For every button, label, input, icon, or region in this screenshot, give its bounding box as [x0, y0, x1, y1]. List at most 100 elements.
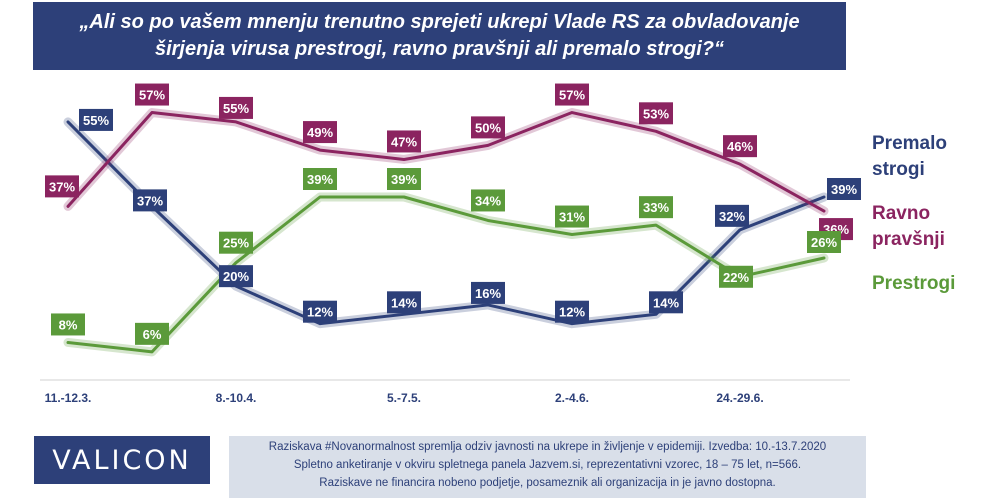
- data-label-box: [303, 121, 337, 144]
- data-label-ravno-pravsnji: 37%: [45, 175, 79, 198]
- data-label-box: [639, 102, 673, 125]
- x-tick-label: 11.-12.3.: [45, 391, 92, 405]
- data-label-box: [51, 313, 85, 336]
- data-label-premalo-strogi: 32%: [715, 204, 749, 227]
- chart-title: „Ali so po vašem mnenju trenutno sprejet…: [79, 11, 800, 60]
- data-label-text: 57%: [139, 88, 165, 103]
- data-label-premalo-strogi: 16%: [471, 281, 505, 304]
- x-tick-label: 5.-7.5.: [387, 391, 421, 405]
- data-label-box: [639, 196, 673, 219]
- data-label-text: 37%: [137, 193, 163, 208]
- data-label-prestrogi: 33%: [639, 196, 673, 219]
- data-label-premalo-strogi: 20%: [219, 265, 253, 288]
- data-label-box: [219, 231, 253, 254]
- data-label-box: [723, 135, 757, 158]
- data-label-text: 22%: [723, 270, 749, 285]
- series-glow-ravno-pravsnji: [63, 108, 829, 216]
- data-label-ravno-pravsnji: 46%: [723, 135, 757, 158]
- data-label-box: [135, 322, 169, 345]
- data-label-text: 33%: [643, 200, 669, 215]
- data-label-text: 31%: [559, 210, 585, 225]
- data-label-box: [471, 281, 505, 304]
- data-label-text: 55%: [223, 101, 249, 116]
- data-label-premalo-strogi: 39%: [827, 178, 861, 200]
- data-label-text: 14%: [391, 295, 417, 310]
- data-label-text: 39%: [391, 172, 417, 187]
- data-label-premalo-strogi: 55%: [79, 108, 113, 131]
- data-label-text: 32%: [719, 209, 745, 224]
- data-label-prestrogi: 39%: [387, 168, 421, 190]
- x-tick-label: 24.-29.6.: [716, 391, 763, 405]
- data-label-prestrogi: 22%: [719, 265, 753, 288]
- data-label-text: 6%: [143, 327, 162, 342]
- data-label-box: [219, 96, 253, 119]
- data-label-box: [555, 83, 589, 106]
- data-label-box: [303, 300, 337, 323]
- data-label-text: 47%: [391, 134, 417, 149]
- valicon-logo: VALICON: [34, 436, 210, 484]
- legend-premalo-strogi: Premalo strogi: [872, 133, 947, 180]
- line-chart: 11.-12.3. 8.-10.4. 5.-7.5. 2.-4.6. 24.-29.6.…: [40, 83, 861, 405]
- chart-title-bar: „Ali so po vašem mnenju trenutno sprejet…: [33, 2, 846, 70]
- note-line-2: Spletno anketiranje v okviru spletnega p…: [293, 459, 802, 471]
- data-label-text: 20%: [223, 269, 249, 284]
- data-label-box: [135, 83, 169, 106]
- survey-note: Raziskava #Novanormalnost spremlja odziv…: [229, 436, 866, 498]
- data-label-text: 57%: [559, 88, 585, 103]
- data-label-box: [387, 291, 421, 314]
- data-label-box: [303, 168, 337, 190]
- x-tick-label: 2.-4.6.: [555, 391, 589, 405]
- data-label-text: 16%: [475, 286, 501, 301]
- data-label-text: 49%: [307, 125, 333, 140]
- data-label-ravno-pravsnji: 49%: [303, 121, 337, 144]
- data-label-premalo-strogi: 37%: [133, 189, 167, 212]
- data-label-text: 26%: [811, 235, 837, 250]
- data-label-box: [555, 205, 589, 228]
- data-label-box: [555, 300, 589, 323]
- series-line-premalo-strogi: [66, 120, 826, 326]
- series-glow-prestrogi: [63, 192, 829, 357]
- data-label-prestrogi: 6%: [135, 322, 169, 345]
- data-label-box: [471, 189, 505, 212]
- data-label-box: [387, 130, 421, 153]
- data-label-text: 8%: [59, 317, 78, 332]
- data-label-premalo-strogi: 12%: [303, 300, 337, 323]
- data-label-prestrogi: 26%: [807, 231, 841, 253]
- data-label-text: 50%: [475, 120, 501, 135]
- data-label-prestrogi: 34%: [471, 189, 505, 212]
- data-label-box: [807, 231, 841, 253]
- data-label-text: 55%: [83, 113, 109, 128]
- note-line-1: Raziskava #Novanormalnost spremlja odziv…: [268, 441, 827, 453]
- data-label-text: 39%: [307, 172, 333, 187]
- series-line-ravno-pravsnji: [66, 111, 826, 213]
- data-label-ravno-pravsnji: 55%: [219, 96, 253, 119]
- data-label-ravno-pravsnji: 50%: [471, 116, 505, 139]
- data-label-box: [471, 116, 505, 139]
- data-label-box: [45, 175, 79, 198]
- data-label-box: [219, 265, 253, 288]
- data-label-ravno-pravsnji: 57%: [135, 83, 169, 106]
- data-label-text: 14%: [653, 295, 679, 310]
- data-label-text: 12%: [307, 305, 333, 320]
- data-label-text: 53%: [643, 106, 669, 121]
- legend-ravno-pravsnji: Ravno pravšnji: [872, 203, 945, 250]
- data-label-box: [387, 168, 421, 190]
- x-tick-label: 8.-10.4.: [216, 391, 257, 405]
- data-label-text: 34%: [475, 193, 501, 208]
- legend-prestrogi: Prestrogi: [872, 273, 956, 294]
- data-label-premalo-strogi: 12%: [555, 300, 589, 323]
- data-label-box: [133, 189, 167, 212]
- data-label-ravno-pravsnji: 53%: [639, 102, 673, 125]
- note-line-3: Raziskave ne financira nobeno podjetje, …: [319, 477, 776, 489]
- data-label-premalo-strogi: 14%: [387, 291, 421, 314]
- data-label-text: 25%: [223, 236, 249, 251]
- series-line-prestrogi: [66, 195, 826, 354]
- data-label-text: 37%: [49, 179, 75, 194]
- data-label-ravno-pravsnji: 47%: [387, 130, 421, 153]
- data-label-box: [649, 291, 683, 314]
- data-label-box: [827, 178, 861, 200]
- data-label-text: 46%: [727, 139, 753, 154]
- data-label-text: 12%: [559, 305, 585, 320]
- data-label-box: [719, 265, 753, 288]
- data-label-ravno-pravsnji: 57%: [555, 83, 589, 106]
